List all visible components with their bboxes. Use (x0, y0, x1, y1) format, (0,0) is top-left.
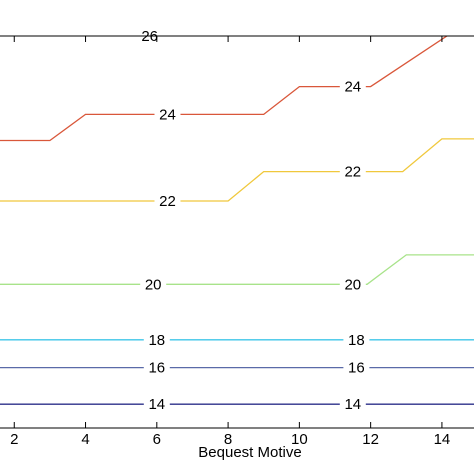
contour-label-22: 22 (159, 193, 176, 210)
contour-label-14: 14 (344, 396, 361, 413)
x-tick-label: 10 (291, 431, 308, 448)
contour-label-background (143, 360, 170, 375)
contour-label-20: 20 (145, 276, 162, 293)
contour-label-background (143, 332, 170, 347)
contour-label-background (339, 277, 366, 292)
contour-line-20 (0, 254, 474, 285)
x-axis-title: Bequest Motive (198, 444, 301, 461)
contour-label-background (154, 194, 181, 208)
contour-label-18: 18 (148, 332, 165, 349)
x-tick-label: 14 (434, 431, 451, 448)
contour-label-22: 22 (344, 164, 361, 181)
x-tick-label: 6 (153, 431, 161, 448)
contour-label-background (339, 164, 366, 179)
contour-label-background (154, 107, 181, 122)
contour-label-14: 14 (148, 396, 165, 413)
x-tick-label: 12 (362, 431, 379, 448)
contour-label-16: 16 (348, 360, 365, 377)
x-tick-label: 8 (224, 431, 232, 448)
contour-label-background (339, 397, 366, 412)
contour-label-16: 16 (148, 360, 165, 377)
axes (0, 35, 474, 429)
x-tick-label: 2 (10, 431, 18, 448)
contour-line-24 (0, 36, 449, 142)
contour-lines (0, 36, 474, 405)
contour-label-24: 24 (344, 79, 361, 96)
contour-label-20: 20 (344, 276, 361, 293)
x-tick-label: 4 (81, 431, 89, 448)
x-ticks: 2 4 6 8 10 12 14 (10, 36, 450, 448)
contour-label-background (343, 332, 370, 347)
contour-label-background (143, 397, 170, 412)
contour-label-18: 18 (348, 332, 365, 349)
contour-line-22 (0, 138, 474, 202)
contour-label-background (140, 277, 167, 292)
contour-label-background (339, 79, 366, 94)
contour-label-24: 24 (159, 106, 176, 123)
contour-label-background (343, 360, 370, 375)
